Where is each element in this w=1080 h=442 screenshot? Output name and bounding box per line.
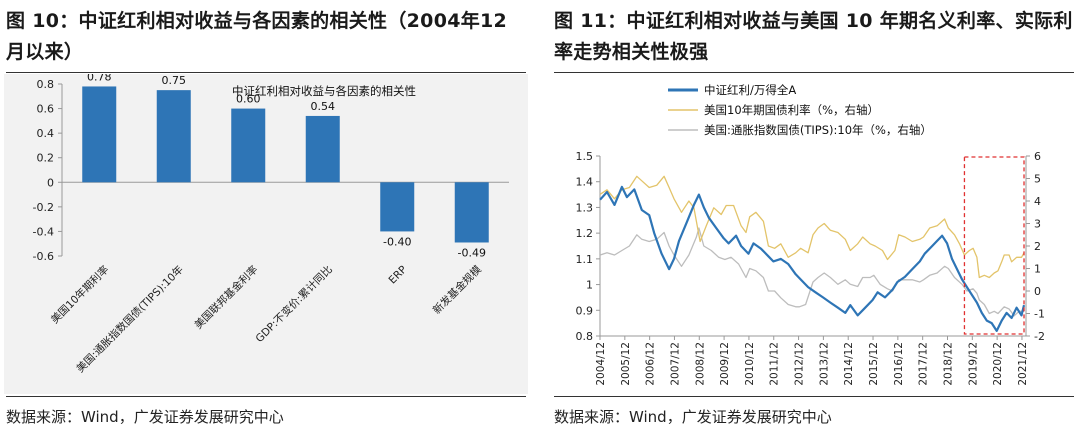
left-tick-label: 0.9 [576,304,594,317]
right-tick-label: 1 [1034,263,1041,276]
bar-value-label: -0.40 [383,235,411,248]
x-tick-label: 2012/12 [794,342,806,386]
right-tick-label: 6 [1034,150,1041,163]
legend-label: 美国:通胀指数国债(TIPS):10年（%，右轴） [704,123,932,137]
left-tick-label: 1.4 [576,176,594,189]
x-tick-label: 2011/12 [769,342,781,386]
x-tick-label: 2008/12 [694,342,706,386]
y-tick-label: 0.8 [37,78,55,91]
right-tick-label: 3 [1034,218,1041,231]
figure-10-title: 图 10：中证红利相对收益与各因素的相关性（2004年12月以来） [6,10,508,63]
left-tick-label: 1.5 [576,150,594,163]
legend-label: 中证红利/万得全A [704,83,796,97]
right-tick-label: 4 [1034,195,1041,208]
left-tick-label: 1.3 [576,201,594,214]
y-tick-label: -0.6 [33,250,54,263]
bar-value-label: -0.49 [458,246,486,259]
x-tick-label: 2015/12 [868,342,880,386]
left-tick-label: 1.2 [576,227,594,240]
bar [380,182,415,232]
figure-11-title: 图 11：中证红利相对收益与美国 10 年期名义利率、实际利率走势相关性极强 [554,10,1073,63]
right-tick-label: -1 [1034,308,1045,321]
x-tick-label: 2016/12 [893,342,905,386]
bar-value-label: 0.60 [236,93,261,106]
right-tick-label: 5 [1034,173,1041,186]
figure-11-top-rule [554,72,1074,73]
figure-10-bottom-rule [6,396,526,397]
x-tick-label: 2021/12 [1017,342,1029,386]
left-tick-label: 1 [586,279,593,292]
chart-title: 中证红利相对收益与各因素的相关性 [232,84,416,98]
y-tick-label: 0.4 [37,127,55,140]
bar-value-label: 0.75 [162,74,187,87]
bar-value-label: 0.78 [87,74,112,83]
x-tick-label: 2009/12 [719,342,731,386]
x-tick-label: 2005/12 [620,342,632,386]
y-tick-label: 0.6 [37,103,55,116]
x-tick-label: 2013/12 [818,342,830,386]
bar [454,182,489,243]
figure-11-source: 数据来源：Wind，广发证券发展研究中心 [554,408,832,426]
figure-10-panel: 图 10：中证红利相对收益与各因素的相关性（2004年12月以来） 0.8 0.6… [0,0,530,442]
x-tick-label: 2017/12 [918,342,930,386]
left-tick-label: 1.1 [576,253,594,266]
y-tick-label: -0.4 [33,225,54,238]
figure-10-top-rule [6,72,526,73]
right-tick-label: 0 [1034,285,1041,298]
x-tick-label: 2007/12 [669,342,681,386]
x-tick-label: 2004/12 [595,342,607,386]
right-tick-label: -2 [1034,330,1045,343]
y-tick-label: -0.2 [33,201,54,214]
x-tick-label: 2018/12 [942,342,954,386]
figure-11-panel: 图 11：中证红利相对收益与美国 10 年期名义利率、实际利率走势相关性极强 中… [548,0,1080,442]
bar-chart: 0.8 0.6 0.4 0.2 0 -0.2 -0.4 -0.6 中证红利相对收益与各因素的相关… [4,74,528,394]
bar [305,115,340,183]
bar [156,90,191,183]
bar-value-label: 0.54 [311,100,336,113]
figure-11-bottom-rule [554,396,1074,397]
series-line [599,175,1025,279]
highlight-box [963,156,1025,335]
x-tick-label: 2010/12 [744,342,756,386]
x-tick-label: 2019/12 [967,342,979,386]
bar [231,108,266,183]
series-line [599,227,1024,317]
y-tick-label: 0.2 [37,152,55,165]
left-tick-label: 0.8 [576,330,594,343]
x-tick-label: 2014/12 [843,342,855,386]
y-tick-label: 0 [47,176,54,189]
x-tick-label: 2020/12 [992,342,1004,386]
series-line [599,185,1026,332]
right-tick-label: 2 [1034,240,1041,253]
x-tick-label: 2006/12 [645,342,657,386]
line-chart: 中证红利/万得全A 美国10年期国债利率（%，右轴） 美国:通胀指数国债(TIPS)… [576,83,1045,386]
bar [82,86,117,183]
legend-label: 美国10年期国债利率（%，右轴） [704,103,879,117]
figure-10-source: 数据来源：Wind，广发证券发展研究中心 [6,408,284,426]
